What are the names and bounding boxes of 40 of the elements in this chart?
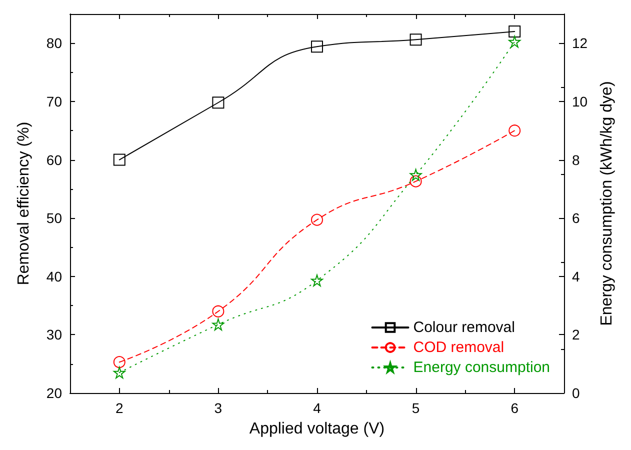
y-tick-label: 70 — [46, 93, 62, 110]
point — [311, 214, 323, 226]
legend-label: Energy consumption — [413, 359, 550, 376]
point — [508, 124, 521, 137]
y-tick-label: 40 — [46, 268, 62, 284]
x-tick-label: 6 — [510, 400, 519, 416]
point — [212, 305, 224, 318]
y2-axis-title: Energy consumption (kWh/kg dye) — [598, 81, 616, 326]
y2-tick-label: 10 — [572, 93, 588, 110]
point — [113, 366, 126, 379]
y2-tick-label: 8 — [572, 152, 580, 168]
point — [311, 40, 323, 53]
x-tick-label: 3 — [214, 400, 222, 416]
y2-tick-label: 12 — [572, 35, 588, 52]
y-tick-label: 30 — [46, 326, 62, 343]
x-tick-label: 4 — [313, 400, 322, 416]
y-tick-label: 20 — [46, 385, 62, 401]
y-axis-title: Removal efficiency (%) — [16, 122, 32, 286]
point — [508, 36, 521, 48]
legend-label: COD removal — [413, 339, 504, 356]
point — [113, 356, 126, 368]
y-tick-label: 80 — [46, 35, 62, 52]
x-tick-label: 2 — [116, 400, 124, 416]
point — [410, 34, 422, 46]
point — [212, 96, 224, 109]
y2-tick-label: 0 — [572, 385, 580, 401]
point — [508, 25, 521, 38]
y2-tick-label: 6 — [572, 210, 580, 226]
point — [410, 168, 422, 181]
y2-tick-label: 2 — [572, 326, 580, 343]
point — [410, 175, 422, 188]
point — [113, 154, 126, 166]
legend-label: Colour removal — [413, 319, 515, 336]
y-tick-label: 60 — [46, 152, 62, 168]
x-tick-label: 5 — [412, 400, 420, 416]
y-tick-label: 50 — [46, 210, 62, 226]
x-axis-title: Applied voltage (V) — [249, 420, 385, 438]
y2-tick-label: 4 — [572, 268, 580, 284]
point — [212, 318, 224, 330]
point — [311, 274, 323, 286]
